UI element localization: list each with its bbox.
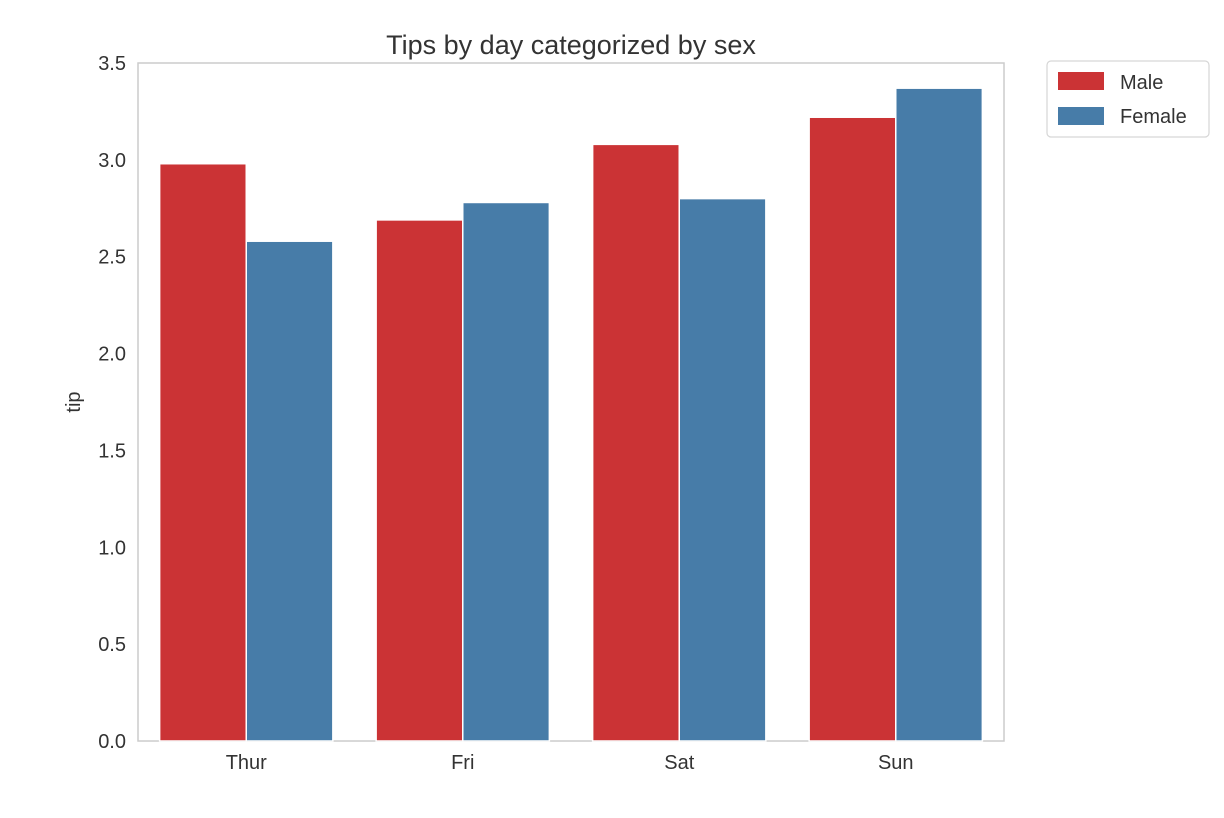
x-tick-label: Sat: [664, 752, 694, 774]
y-tick-label: 2.5: [98, 247, 126, 269]
legend-label-female: Female: [1120, 106, 1187, 128]
bar-male-sun: [808, 116, 897, 742]
x-tick-label: Fri: [451, 752, 474, 774]
legend-swatch-female: [1058, 107, 1104, 125]
bar-female-fri: [462, 201, 551, 742]
bars: [158, 87, 984, 742]
y-tick-label: 1.0: [98, 537, 126, 559]
legend: Male Female: [1046, 60, 1210, 138]
y-tick-label: 0.5: [98, 634, 126, 656]
legend-swatch-male: [1058, 72, 1104, 90]
y-tick-label: 3.0: [98, 150, 126, 172]
y-axis-ticks: 0.0 0.5 1.0 1.5 2.0 2.5 3.0 3.5: [98, 53, 126, 753]
y-tick-label: 1.5: [98, 440, 126, 462]
x-axis-ticks: Thur Fri Sat Sun: [226, 752, 914, 774]
chart-title: Tips by day categorized by sex: [386, 30, 756, 60]
bar-male-thur: [158, 162, 247, 742]
y-tick-label: 3.5: [98, 53, 126, 75]
y-tick-label: 0.0: [98, 731, 126, 753]
x-tick-label: Sun: [878, 752, 914, 774]
bar-female-sun: [895, 87, 984, 742]
bar-female-thur: [245, 240, 334, 742]
bar-male-fri: [375, 219, 464, 742]
x-tick-label: Thur: [226, 752, 267, 774]
legend-label-male: Male: [1120, 72, 1163, 94]
y-tick-label: 2.0: [98, 344, 126, 366]
y-axis-label: tip: [63, 391, 85, 412]
bar-male-sat: [591, 143, 681, 742]
bar-female-sat: [678, 197, 767, 742]
